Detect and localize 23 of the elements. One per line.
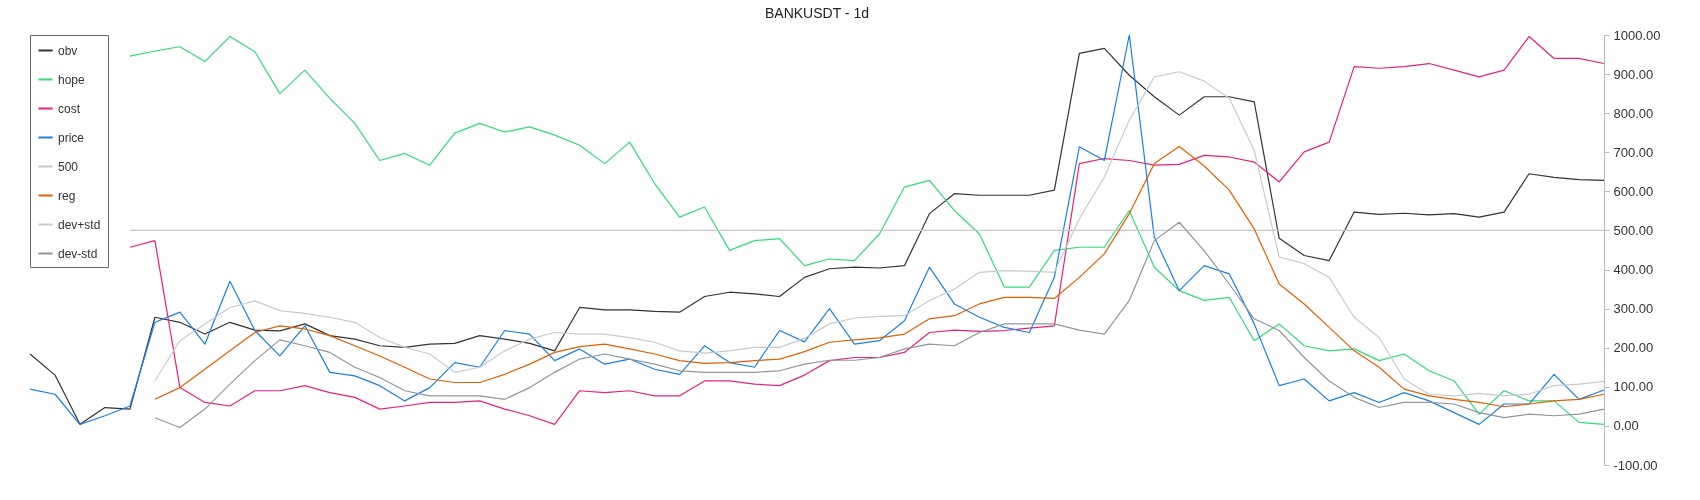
- y-tick-label: 200.00: [1613, 340, 1654, 356]
- y-tick-label: 600.00: [1613, 183, 1654, 199]
- y-tick-label: 900.00: [1613, 66, 1654, 82]
- legend-label: obv: [58, 43, 78, 58]
- legend-label: reg: [58, 188, 76, 203]
- legend-label: cost: [58, 101, 81, 116]
- y-tick-label: 1000.00: [1613, 27, 1661, 43]
- legend-label: dev-std: [58, 246, 98, 261]
- y-tick-label: 0.00: [1613, 418, 1639, 434]
- y-tick-label: 400.00: [1613, 262, 1654, 278]
- legend-label: 500: [58, 159, 79, 174]
- legend-label: price: [58, 130, 85, 145]
- y-tick-label: 700.00: [1613, 144, 1654, 160]
- legend-label: hope: [58, 72, 86, 87]
- y-tick-label: 100.00: [1613, 379, 1654, 395]
- chart-title: BANKUSDT - 1d: [765, 5, 869, 21]
- y-tick-label: 300.00: [1613, 301, 1654, 317]
- y-tick-label: 800.00: [1613, 105, 1654, 121]
- line-series: [154, 221, 1605, 429]
- y-tick-label: 500.00: [1613, 222, 1654, 238]
- y-tick-label: -100.00: [1613, 457, 1658, 473]
- line-series: [154, 145, 1605, 408]
- legend-label: dev+std: [58, 217, 101, 232]
